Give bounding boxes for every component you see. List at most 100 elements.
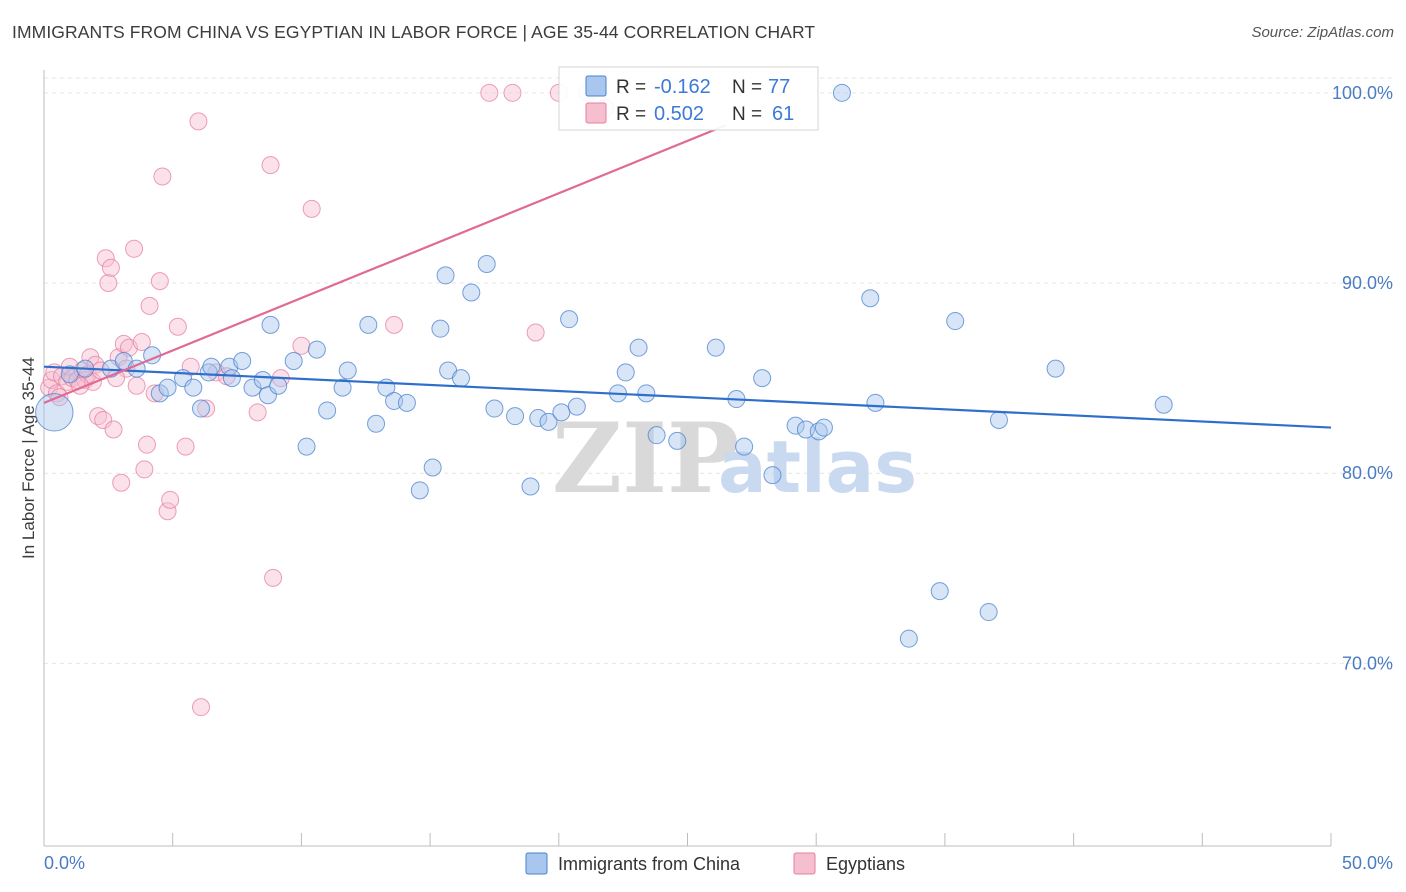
stats-legend: R = -0.162 N = 77 R = 0.502 N = 61: [558, 66, 819, 131]
egyptians-point: [480, 83, 499, 102]
y-tick-label: 100.0%: [1332, 83, 1393, 103]
y-tick-label: 80.0%: [1342, 463, 1393, 483]
china-point: [307, 340, 326, 359]
china-point: [616, 363, 635, 382]
trend-lines: [43, 124, 1332, 429]
x-axis-ticks: [43, 833, 1332, 846]
china-point: [367, 414, 386, 433]
china-point: [647, 426, 666, 445]
watermark-atlas: atlas: [718, 425, 917, 509]
china-point: [243, 378, 262, 397]
china-point: [552, 403, 571, 422]
china-point: [192, 399, 211, 418]
egyptians-point: [264, 568, 283, 587]
source-label: Source: ZipAtlas.com: [1251, 24, 1394, 41]
egyptians-point: [135, 460, 154, 479]
china-point: [629, 338, 648, 357]
china-point: [318, 401, 337, 420]
egypt-series-swatch: [793, 852, 816, 875]
china-series-label: Immigrants from China: [558, 854, 741, 874]
egyptians-point: [176, 437, 195, 456]
china-point: [706, 338, 725, 357]
china-series-swatch: [525, 852, 548, 875]
egyptians-point: [189, 112, 208, 131]
china-point: [333, 378, 352, 397]
series-legend: Immigrants from China Egyptians: [525, 852, 905, 875]
china-point: [989, 410, 1008, 429]
china-n-label: N =: [732, 77, 762, 98]
egyptians-point: [153, 167, 172, 186]
china-point: [397, 393, 416, 412]
china-point: [753, 369, 772, 388]
egyptians-point: [104, 420, 123, 439]
egyptians-trend-line: [43, 124, 727, 404]
egyptians-point: [99, 274, 118, 293]
china-point: [539, 412, 558, 431]
china-point: [297, 437, 316, 456]
x-tick-label-min: 0.0%: [44, 853, 85, 873]
china-point: [637, 384, 656, 403]
china-point: [861, 289, 880, 308]
egyptians-point: [526, 323, 545, 342]
egypt-legend-swatch: [585, 102, 607, 124]
egyptians-point: [132, 332, 151, 351]
china-point: [560, 310, 579, 329]
egyptians-point: [248, 403, 267, 422]
egyptians-point: [158, 502, 177, 521]
china-point: [410, 481, 429, 500]
egyptians-point: [101, 258, 120, 277]
china-point: [338, 361, 357, 380]
china-point: [269, 376, 288, 395]
china-point: [184, 378, 203, 397]
egyptians-point: [140, 296, 159, 315]
china-point: [462, 283, 481, 302]
egypt-n-value: 61: [772, 103, 794, 125]
egyptians-point: [127, 376, 146, 395]
egypt-n-label: N =: [732, 104, 762, 125]
china-point: [763, 466, 782, 485]
china-point: [946, 312, 965, 331]
egyptians-point: [150, 272, 169, 291]
china-n-value: 77: [768, 76, 790, 98]
china-point: [158, 378, 177, 397]
egyptians-point: [503, 83, 522, 102]
china-point: [668, 431, 687, 450]
china-point: [253, 371, 272, 390]
egyptians-point: [192, 698, 211, 717]
egyptians-point: [197, 399, 216, 418]
egyptians-point: [96, 249, 115, 268]
china-point: [423, 458, 442, 477]
egyptians-point: [302, 199, 321, 218]
egypt-r-value: 0.502: [654, 103, 704, 125]
china-r-label: R =: [616, 77, 646, 98]
china-point: [431, 319, 450, 338]
china-point: [1046, 359, 1065, 378]
china-r-value: -0.162: [654, 76, 711, 98]
egyptians-point: [137, 435, 156, 454]
egyptians-point: [112, 473, 131, 492]
egypt-r-label: R =: [616, 104, 646, 125]
egyptians-points: [40, 83, 607, 717]
grid-lines: [44, 77, 1393, 664]
china-point: [521, 477, 540, 496]
china-point: [436, 266, 455, 285]
china-point: [567, 397, 586, 416]
china-point: [529, 409, 548, 428]
egyptians-point: [168, 317, 187, 336]
china-point: [930, 582, 949, 601]
china-legend-swatch: [585, 75, 607, 97]
y-axis-tick-labels: 70.0% 80.0% 90.0% 100.0%: [1332, 83, 1393, 674]
egyptians-point: [125, 239, 144, 258]
china-point: [866, 393, 885, 412]
egyptians-point: [161, 490, 180, 509]
china-point: [451, 369, 470, 388]
y-tick-label: 90.0%: [1342, 273, 1393, 293]
china-point: [506, 407, 525, 426]
china-point: [979, 603, 998, 622]
china-point: [485, 399, 504, 418]
x-tick-label-max: 50.0%: [1342, 853, 1393, 873]
egyptians-point: [261, 156, 280, 175]
china-point: [735, 437, 754, 456]
egyptians-point: [385, 315, 404, 334]
